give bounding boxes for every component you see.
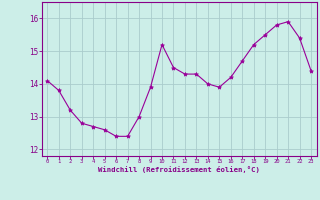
X-axis label: Windchill (Refroidissement éolien,°C): Windchill (Refroidissement éolien,°C) [98,166,260,173]
